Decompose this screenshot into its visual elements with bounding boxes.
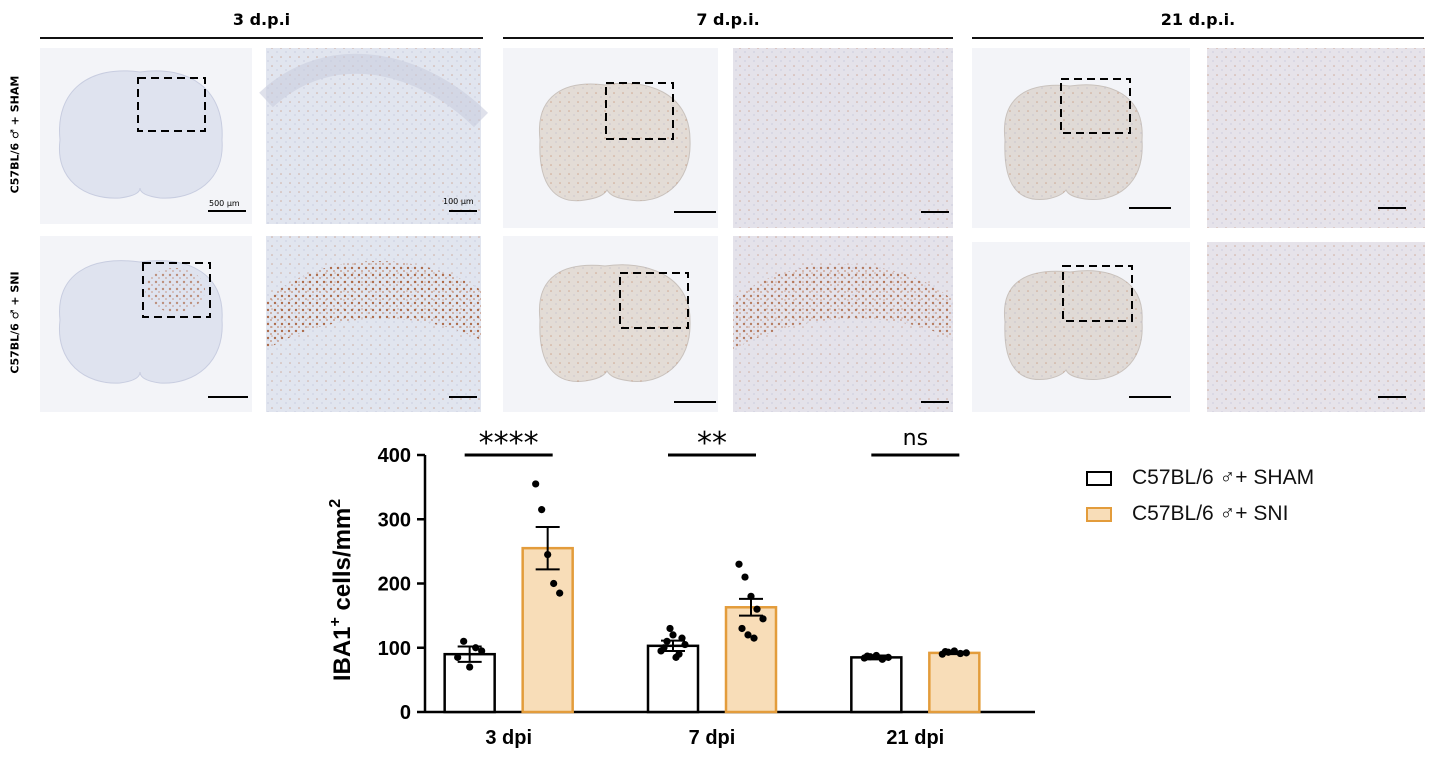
- bar-1-0: [521, 546, 574, 714]
- image-sham-21dpi-zoom: [1207, 48, 1425, 228]
- data-point: [884, 653, 892, 661]
- legend-swatch-sni: [1086, 506, 1112, 522]
- data-point: [759, 615, 767, 623]
- column-title-3dpi: 3 d.p.i: [232, 10, 291, 29]
- data-point: [478, 647, 486, 655]
- data-point: [466, 663, 474, 671]
- data-point: [941, 648, 949, 656]
- legend-item-sham: C57BL/6 ♂+ SHAM: [1086, 460, 1314, 496]
- column-rule-3dpi: [40, 37, 483, 39]
- bar-0-2: [850, 656, 903, 714]
- data-point: [454, 653, 462, 661]
- micrograph-images: 500 µm 100 µm: [40, 48, 1425, 412]
- data-point: [962, 649, 970, 657]
- data-point: [750, 634, 758, 642]
- legend-label-sni: C57BL/6 ♂+ SNI: [1132, 502, 1289, 525]
- image-sni-3dpi-zoom: [266, 236, 481, 412]
- scalebar-label-overview: 500 µm: [209, 199, 240, 208]
- column-rule-21dpi: [972, 37, 1424, 39]
- x-tick-label: 3 dpi: [485, 727, 532, 749]
- y-tick-label: 300: [378, 509, 411, 531]
- data-point: [741, 573, 749, 581]
- data-point: [753, 605, 761, 613]
- image-sham-3dpi-zoom: 100 µm: [259, 48, 489, 224]
- column-title-7dpi: 7 d.p.i.: [696, 10, 760, 29]
- data-point: [956, 649, 964, 658]
- image-sni-7dpi-zoom: [733, 236, 953, 412]
- data-point: [460, 637, 468, 645]
- data-point: [666, 624, 674, 633]
- chart-legend: C57BL/6 ♂+ SHAM C57BL/6 ♂+ SNI: [1086, 460, 1314, 532]
- data-point: [532, 480, 540, 488]
- image-sni-7dpi-overview: [503, 236, 718, 412]
- data-point: [738, 624, 746, 633]
- data-point: [747, 592, 755, 600]
- data-point: [744, 631, 752, 639]
- y-tick-label: 0: [400, 702, 411, 724]
- y-tick-label: 100: [378, 638, 411, 660]
- data-point: [660, 644, 668, 652]
- data-point: [872, 651, 880, 660]
- y-tick-label: 200: [378, 574, 411, 596]
- data-point: [678, 634, 686, 642]
- y-tick-label: 400: [378, 445, 411, 467]
- data-point: [538, 506, 546, 514]
- image-sham-7dpi-overview: [503, 48, 718, 228]
- scalebar-label-zoom: 100 µm: [443, 197, 474, 206]
- data-point: [544, 550, 552, 559]
- data-point: [878, 655, 886, 663]
- significance-label: **: [697, 426, 727, 461]
- image-sni-3dpi-overview: [40, 236, 252, 412]
- data-point: [735, 560, 743, 568]
- legend-label-sham: C57BL/6 ♂+ SHAM: [1132, 466, 1315, 489]
- bar-1-2: [928, 651, 981, 714]
- data-point: [681, 640, 689, 649]
- bar-chart: 0 100 200 300 400 3 dpi **** 7 dpi ** 21 dpi ns IB…: [327, 426, 1035, 749]
- data-point: [863, 652, 871, 660]
- y-axis-label: IBA1+ cells/mm2: [327, 499, 356, 681]
- data-point: [550, 579, 558, 588]
- data-point: [672, 653, 680, 661]
- data-point: [663, 637, 671, 645]
- column-title-21dpi: 21 d.p.i.: [1160, 10, 1236, 29]
- significance-label: ****: [479, 426, 539, 461]
- x-tick-label: 7 dpi: [689, 727, 736, 749]
- legend-item-sni: C57BL/6 ♂+ SNI: [1086, 496, 1314, 532]
- legend-swatch-sham: [1086, 470, 1112, 486]
- image-sni-21dpi-overview: [972, 242, 1190, 412]
- data-point: [950, 647, 958, 655]
- plot-area: 0 100 200 300 400 3 dpi **** 7 dpi ** 21 dpi ns: [378, 426, 1035, 749]
- image-sham-21dpi-overview: [972, 48, 1190, 228]
- image-sni-21dpi-zoom: [1207, 242, 1425, 412]
- image-sham-7dpi-zoom: [733, 48, 953, 228]
- significance-label: ns: [903, 426, 928, 451]
- data-point: [472, 644, 480, 652]
- column-rule-7dpi: [503, 37, 953, 39]
- x-tick-label: 21 dpi: [886, 727, 944, 749]
- data-point: [669, 631, 677, 639]
- image-sham-3dpi-overview: 500 µm: [40, 48, 252, 224]
- data-point: [556, 589, 564, 597]
- bar-1-1: [724, 606, 778, 714]
